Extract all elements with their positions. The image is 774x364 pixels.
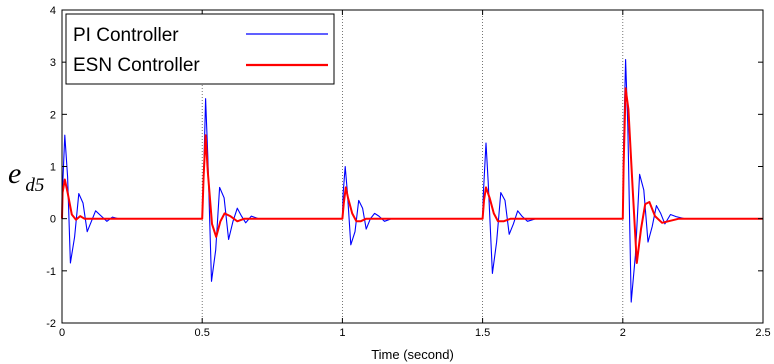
y-tick-label: -2 <box>46 318 56 330</box>
legend-box <box>65 13 335 85</box>
axis-ticks: 0 0.5 1 1.5 2 2.5 -2 -1 0 1 2 3 4 <box>46 5 770 339</box>
y-tick-label: -1 <box>46 266 56 278</box>
legend-label-pi-controller: PI Controller <box>73 25 179 46</box>
series-line-esn-controller <box>61 87 763 264</box>
y-tick-label: 0 <box>50 214 56 226</box>
series-line-pi-controller <box>61 59 763 303</box>
x-axis-label: Time (second) <box>371 347 454 362</box>
legend-label-esn-controller: ESN Controller <box>73 55 200 76</box>
x-tick-label: 0 <box>59 327 65 339</box>
y-axis-label-subscript: d5 <box>25 175 44 196</box>
y-tick-label: 2 <box>50 109 56 121</box>
y-tick-label: 4 <box>50 5 56 17</box>
plot-series <box>61 59 763 303</box>
y-tick-label: 3 <box>50 57 56 69</box>
y-axis-label: e d5 <box>8 157 44 196</box>
x-tick-label: 1.5 <box>475 327 490 339</box>
x-tick-label: 0.5 <box>195 327 210 339</box>
x-tick-label: 2.5 <box>755 327 770 339</box>
legend: PI Controller ESN Controller <box>65 13 335 85</box>
x-tick-label: 2 <box>620 327 626 339</box>
x-tick-label: 1 <box>339 327 345 339</box>
y-axis-label-main: e <box>8 157 21 190</box>
y-tick-label: 1 <box>50 162 56 174</box>
